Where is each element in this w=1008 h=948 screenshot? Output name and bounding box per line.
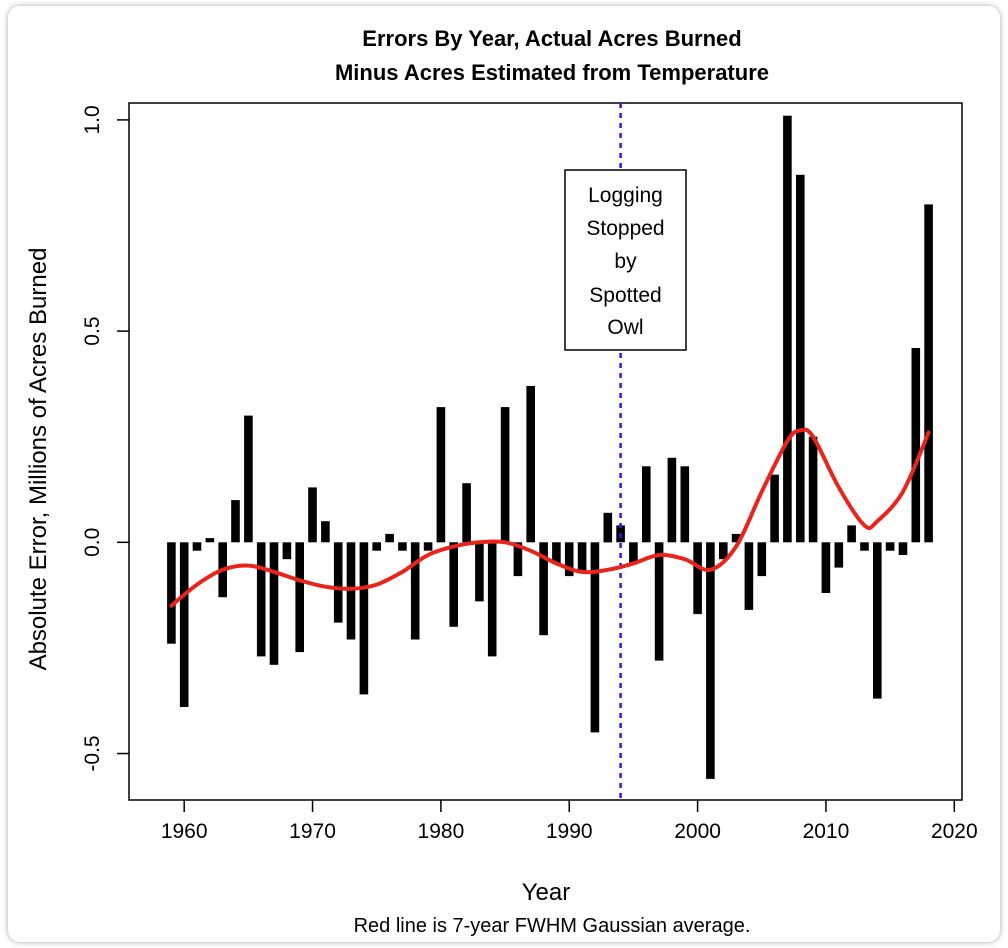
bar-1975 (372, 542, 381, 551)
bar-1996 (642, 466, 651, 543)
bar-1974 (359, 542, 369, 695)
bar-2018 (924, 204, 933, 543)
annotation-line-5: Owl (607, 316, 643, 339)
annotation-line-2: Stopped (586, 217, 664, 240)
smooth-line-group (169, 427, 931, 608)
x-tick-label-2000: 2000 (674, 820, 721, 843)
bar-1992 (590, 542, 600, 733)
bar-1962 (205, 538, 215, 543)
bar-2015 (885, 542, 895, 551)
y-tick-label-1: 0.0 (81, 528, 104, 557)
bar-1987 (526, 386, 535, 543)
bar-1991 (577, 542, 587, 572)
x-tick-label-1960: 1960 (161, 820, 208, 843)
bar-1969 (295, 542, 304, 653)
y-axis: -0.5 0.0 0.5 1.0 (81, 105, 129, 772)
chart-caption: Red line is 7-year FWHM Gaussian average… (354, 915, 751, 937)
bar-2016 (898, 542, 908, 555)
bar-1968 (282, 542, 292, 560)
bar-1982 (462, 483, 471, 543)
bar-1978 (410, 542, 420, 640)
y-tick-label-3: 1.0 (81, 105, 104, 134)
x-tick-label-1990: 1990 (546, 820, 593, 843)
bar-2012 (847, 525, 856, 543)
bar-1967 (269, 542, 279, 665)
y-tick-label-2: 0.5 (81, 316, 104, 345)
smooth-average-line (169, 427, 931, 608)
bar-1999 (680, 466, 690, 543)
bar-1995 (629, 542, 638, 564)
bar-1984 (487, 542, 497, 657)
bar-1997 (654, 542, 664, 661)
y-tick-label-0: -0.5 (81, 735, 104, 771)
bar-1971 (321, 521, 330, 543)
bar-2005 (757, 542, 767, 577)
bar-2007 (783, 115, 792, 543)
x-tick-label-2010: 2010 (803, 820, 850, 843)
bar-2014 (873, 542, 882, 699)
bar-1979 (423, 542, 433, 551)
annotation-line-4: Spotted (589, 284, 661, 307)
x-tick-label-1970: 1970 (289, 820, 336, 843)
chart-subtitle: Minus Acres Estimated from Temperature (335, 60, 769, 85)
annotation-line-3: by (614, 250, 637, 273)
bar-2011 (834, 542, 844, 568)
bar-2006 (770, 474, 779, 543)
bar-1988 (539, 542, 548, 636)
bars-group (167, 115, 933, 779)
bar-1990 (564, 542, 574, 577)
bar-2000 (693, 542, 702, 615)
bar-2002 (719, 542, 728, 560)
bar-2003 (731, 533, 741, 543)
plot-box (128, 102, 963, 801)
bar-2001 (706, 542, 715, 779)
bar-2010 (821, 542, 831, 593)
bar-1981 (449, 542, 458, 627)
x-axis: 1960 1970 1980 1990 2000 2010 2020 (161, 800, 978, 843)
bar-1985 (500, 407, 510, 543)
bar-1976 (385, 533, 394, 543)
bar-1989 (552, 542, 561, 564)
bar-1973 (346, 542, 356, 640)
annotation-line-1: Logging (588, 184, 663, 207)
bar-2017 (911, 348, 921, 543)
x-axis-label: Year (522, 879, 571, 906)
x-tick-label-1980: 1980 (418, 820, 465, 843)
bar-1970 (308, 487, 317, 543)
bar-1964 (231, 500, 240, 543)
bar-2013 (860, 542, 869, 551)
bar-2009 (808, 436, 818, 543)
bar-1980 (436, 407, 446, 543)
bar-1966 (256, 542, 266, 657)
chart-title: Errors By Year, Actual Acres Burned (362, 26, 741, 51)
bar-1977 (398, 542, 407, 551)
annotation-frame (564, 169, 687, 351)
bar-1959 (167, 542, 176, 644)
bar-1986 (513, 542, 523, 577)
bar-1998 (667, 457, 677, 543)
bar-2008 (796, 174, 805, 543)
annotation-box: Logging Stopped by Spotted Owl (564, 169, 687, 351)
bar-2004 (744, 542, 754, 610)
bar-1961 (192, 542, 202, 551)
bar-1983 (475, 542, 484, 602)
bar-1960 (179, 542, 189, 707)
bar-1993 (603, 512, 613, 543)
bar-1972 (333, 542, 343, 623)
x-tick-label-2020: 2020 (931, 820, 978, 843)
y-axis-label: Absolute Error, Millions of Acres Burned (25, 248, 52, 671)
bar-1965 (244, 415, 253, 543)
